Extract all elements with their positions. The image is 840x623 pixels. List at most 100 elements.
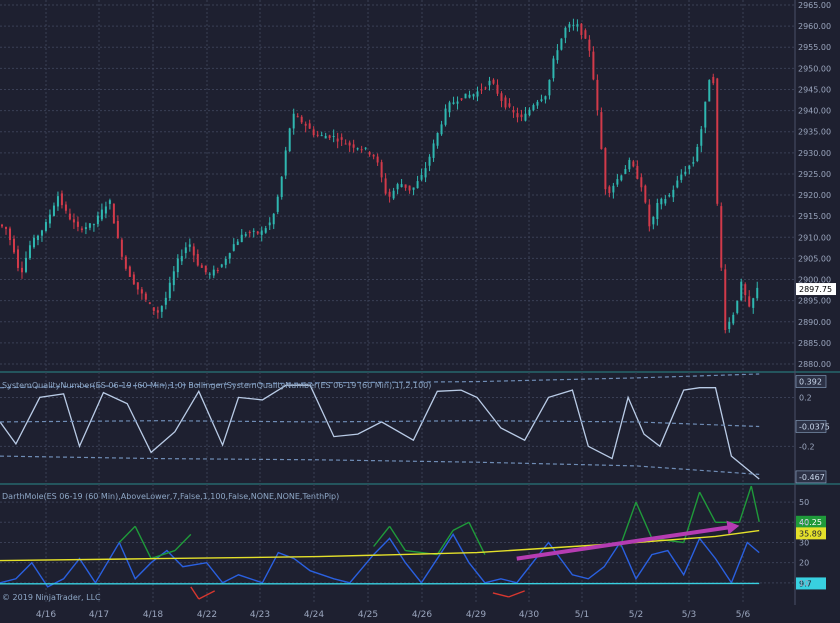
candle-body — [480, 89, 483, 91]
last-price-text: 2897.75 — [799, 285, 832, 294]
candle-body — [500, 93, 503, 102]
y-tick-label: 2955.00 — [798, 43, 831, 52]
candle-body — [424, 168, 427, 178]
candle-body — [740, 281, 743, 301]
trend-arrow-shaft — [516, 524, 736, 561]
candle-body — [656, 202, 659, 220]
candle-body — [384, 178, 387, 194]
candle-body — [640, 177, 643, 188]
candle-body — [128, 266, 131, 277]
candle-body — [156, 310, 159, 313]
candle-body — [548, 79, 551, 96]
candle-body — [544, 96, 547, 100]
mole-series-oscillator-low — [190, 586, 525, 600]
x-tick-label: 5/6 — [736, 610, 751, 620]
y-tick-label: 2965.00 — [798, 1, 831, 10]
candle-body — [236, 241, 239, 245]
candle-body — [588, 39, 591, 51]
candle-body — [328, 135, 331, 138]
y-tick-label: 30 — [799, 538, 809, 547]
candle-body — [600, 112, 603, 150]
candle-body — [400, 184, 403, 188]
x-tick-label: 4/30 — [519, 610, 539, 620]
candle-body — [352, 144, 355, 148]
candle-body — [752, 298, 755, 308]
y-tick-label: 50 — [799, 498, 809, 507]
candle-body — [228, 253, 231, 259]
candle-body — [720, 206, 723, 268]
candle-body — [712, 76, 715, 84]
candle-body — [124, 256, 127, 269]
x-tick-label: 5/1 — [575, 610, 589, 620]
candle-body — [96, 215, 99, 225]
x-tick-label: 4/17 — [89, 610, 109, 620]
y-tick-label: 2945.00 — [798, 85, 831, 94]
sqn-lower-value-tag — [795, 470, 827, 484]
candle-body — [488, 80, 491, 86]
candle-body — [580, 23, 583, 36]
candle-body — [444, 108, 447, 125]
candle-body — [288, 128, 291, 152]
candle-body — [36, 235, 39, 240]
candle-body — [664, 199, 667, 204]
candle-body — [340, 137, 343, 140]
copyright-text: © 2019 NinjaTrader, LLC — [2, 593, 101, 602]
y-tick-label: 20 — [799, 559, 809, 568]
candle-body — [432, 143, 435, 158]
candle-body — [540, 99, 543, 101]
candle-body — [76, 221, 79, 227]
candle-body — [244, 234, 247, 236]
darthmole-panel-label: DarthMole(ES 06-19 (60 Min),AboveLower,7… — [2, 492, 339, 501]
y-tick-label: 2900.00 — [798, 276, 831, 285]
candle-body — [60, 193, 63, 206]
candle-body — [460, 98, 463, 100]
sqn-panel-label: SystemQualityNumber(ES 06-19 (60 Min),1,… — [2, 381, 431, 390]
candle-body — [304, 123, 307, 126]
candle-body — [252, 230, 255, 232]
candle-body — [320, 135, 323, 137]
darthmole-panel: 40.25 35.89 9.7 — [0, 485, 826, 600]
y-tick-label: 2910.00 — [798, 233, 831, 242]
candle-body — [248, 231, 251, 234]
candle-body — [260, 230, 263, 235]
candle-body — [52, 205, 55, 216]
candle-body — [136, 282, 139, 290]
candle-body — [556, 50, 559, 61]
candle-body — [380, 162, 383, 178]
candle-body — [344, 143, 347, 145]
axis-labels: 4/16 4/17 4/18 4/22 4/23 4/24 4/25 4/26 4/29 4/30… — [36, 1, 831, 620]
candle-body — [708, 80, 711, 102]
candle-body — [148, 302, 151, 304]
mole-yellow-value-tag — [796, 527, 826, 540]
candle-body — [416, 181, 419, 189]
candle-body — [728, 321, 731, 330]
candle-body — [632, 161, 635, 167]
candle-body — [552, 58, 555, 79]
candle-body — [108, 200, 111, 204]
x-tick-label: 4/23 — [250, 610, 270, 620]
sqn-upper-value-text: 0.392 — [799, 378, 822, 387]
candle-body — [92, 224, 95, 226]
candle-body — [748, 296, 751, 307]
candle-body — [660, 198, 663, 205]
candle-body — [616, 179, 619, 185]
candle-body — [512, 109, 515, 113]
candle-body — [724, 269, 727, 331]
price-panel: 2897.75 — [0, 18, 836, 334]
candle-body — [528, 109, 531, 116]
candle-body — [428, 156, 431, 166]
trend-arrow-head — [726, 520, 740, 535]
candle-body — [184, 247, 187, 254]
candle-body — [120, 239, 123, 257]
candle-body — [592, 51, 595, 80]
candle-body — [140, 289, 143, 294]
candle-body — [280, 176, 283, 197]
mole-green-value-text: 40.25 — [799, 518, 822, 527]
candle-body — [4, 227, 7, 229]
candle-body — [452, 102, 455, 105]
y-tick-label: 2895.00 — [798, 297, 831, 306]
candle-body — [644, 185, 647, 203]
x-tick-label: 4/29 — [466, 610, 486, 620]
candle-body — [116, 221, 119, 238]
candle-body — [144, 293, 147, 300]
